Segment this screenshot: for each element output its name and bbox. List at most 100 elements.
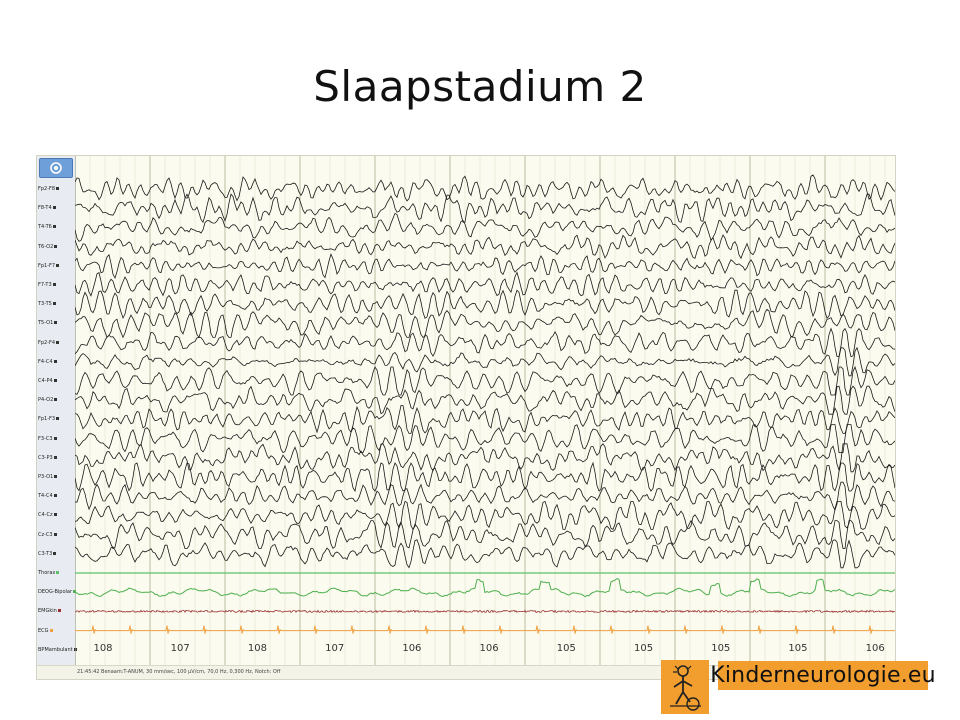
emg-trace <box>75 609 895 614</box>
channel-label[interactable]: P4-O2 <box>38 397 74 403</box>
channel-label[interactable]: C4-Cz <box>38 512 74 518</box>
channel-name: F3-C3 <box>38 435 53 442</box>
eeg-trace <box>75 424 895 454</box>
eeg-trace <box>75 404 895 434</box>
channel-marker-icon <box>53 359 57 363</box>
channel-label[interactable]: F4-C4 <box>38 359 74 365</box>
eeg-trace <box>75 174 895 202</box>
channel-label[interactable]: Fp2-F4 <box>38 340 74 346</box>
channel-marker-icon <box>73 590 77 594</box>
channel-marker-icon <box>54 398 58 402</box>
channel-label[interactable]: C4-P4 <box>38 378 74 384</box>
channel-marker-icon <box>56 571 60 574</box>
channel-marker-icon <box>53 513 57 517</box>
heart-rate-value: 108 <box>247 643 267 654</box>
channel-marker-icon <box>52 206 56 210</box>
channel-label[interactable]: F7-T3 <box>38 282 74 288</box>
eeg-traces <box>75 174 895 569</box>
channel-marker-icon <box>57 609 61 613</box>
eeg-trace <box>75 327 895 358</box>
channel-label[interactable]: Thorax <box>38 570 74 576</box>
channel-name: T5-O1 <box>38 320 54 327</box>
eeg-trace <box>75 234 895 260</box>
channel-label[interactable]: Fp1-F7 <box>38 263 74 269</box>
heart-rate-value: 105 <box>633 643 654 654</box>
eeg-trace <box>75 346 895 377</box>
channel-marker-icon <box>56 263 60 267</box>
channel-marker-icon <box>53 494 57 498</box>
channel-label[interactable]: BPMambulant <box>38 646 77 653</box>
channel-name: EMGkin <box>38 608 57 615</box>
eeg-trace <box>75 271 895 297</box>
channel-label[interactable]: Fp2-F8 <box>38 186 74 192</box>
channel-marker-icon <box>54 244 58 248</box>
channel-label[interactable]: Fp1-F3 <box>38 416 74 422</box>
eeg-trace <box>75 193 895 224</box>
eeg-trace <box>75 289 895 320</box>
heart-rate-value: 105 <box>711 643 731 654</box>
channel-marker-icon <box>56 417 60 421</box>
channel-label[interactable]: P3-O1 <box>38 474 74 480</box>
eeg-viewer: Fp2-F8 F8-T4 T4-T6 T6-O2 Fp1-F7 F7-T3 T3-T5 T5-… <box>36 155 896 680</box>
heart-rate-value: 106 <box>479 643 499 654</box>
channel-name: C3-P3 <box>38 454 53 461</box>
channel-label[interactable]: DEOG-Bipolar <box>38 589 77 596</box>
channel-name: T6-O2 <box>38 243 54 250</box>
channel-name: T4-C4 <box>38 493 53 500</box>
channel-label[interactable]: T6-O2 <box>38 244 74 250</box>
channel-name: DEOG-Bipolar <box>38 589 73 596</box>
channel-name: P3-O1 <box>38 474 54 480</box>
channel-label[interactable]: Cz-C3 <box>38 532 74 538</box>
channel-name: Cz-C3 <box>38 531 53 538</box>
montage-button[interactable] <box>39 158 73 178</box>
heart-rate-value: 107 <box>170 643 190 654</box>
channel-label[interactable]: T4-C4 <box>38 493 74 499</box>
channel-marker-icon <box>56 340 60 344</box>
channel-label[interactable]: F8-T4 <box>38 205 74 211</box>
eeg-trace <box>75 365 895 396</box>
channel-label[interactable]: T5-O1 <box>38 320 74 326</box>
channel-label[interactable]: F3-C3 <box>38 436 74 442</box>
eeg-trace <box>75 253 895 280</box>
channel-label[interactable]: ECG <box>38 628 74 634</box>
heart-rate-value: 107 <box>325 643 345 654</box>
channel-name: BPMambulant <box>38 646 73 653</box>
child-figure-icon <box>661 660 709 714</box>
channel-name: C3-T3 <box>38 550 53 557</box>
channel-marker-icon <box>53 379 57 382</box>
channel-name: Fp1-F7 <box>38 262 56 269</box>
eeg-trace <box>75 500 895 531</box>
heart-rate-value: 108 <box>93 643 113 654</box>
time-grid <box>75 156 886 665</box>
eeg-trace <box>75 212 895 242</box>
channel-label[interactable]: C3-T3 <box>38 551 74 557</box>
brand-name: Kinderneurologie.eu <box>710 661 936 690</box>
channel-name: C4-Cz <box>38 512 53 519</box>
heart-rate-value: 106 <box>402 643 422 654</box>
heart-rate-value: 105 <box>556 643 576 654</box>
channel-name: F8-T4 <box>38 205 52 212</box>
channel-label[interactable]: EMGkin <box>38 608 74 614</box>
eeg-trace-area <box>75 156 895 665</box>
channel-marker-icon <box>52 225 56 229</box>
channel-name: P4-O2 <box>38 397 54 404</box>
channel-name: Fp2-F8 <box>38 186 56 192</box>
channel-marker-icon <box>52 302 56 306</box>
eeg-trace <box>75 443 895 473</box>
channel-name: Fp2-F4 <box>38 339 56 346</box>
heart-rate-value: 106 <box>865 643 885 654</box>
channel-label[interactable]: T3-T5 <box>38 301 74 307</box>
channel-name: Thorax <box>38 570 56 576</box>
channel-label[interactable]: T4-T6 <box>38 224 74 230</box>
eeg-trace <box>75 461 895 493</box>
channel-name: Fp1-F3 <box>38 416 56 423</box>
eeg-trace <box>75 519 895 550</box>
channel-label[interactable]: C3-P3 <box>38 455 74 461</box>
channel-marker-icon <box>54 321 58 325</box>
channel-marker-icon <box>49 628 53 632</box>
channel-marker-icon <box>53 551 57 555</box>
eeg-trace <box>75 308 895 339</box>
target-icon <box>50 162 62 174</box>
slide-title: Slaapstadium 2 <box>313 62 647 111</box>
channel-label-panel: Fp2-F8 F8-T4 T4-T6 T6-O2 Fp1-F7 F7-T3 T3-T5 T5-… <box>37 156 77 679</box>
